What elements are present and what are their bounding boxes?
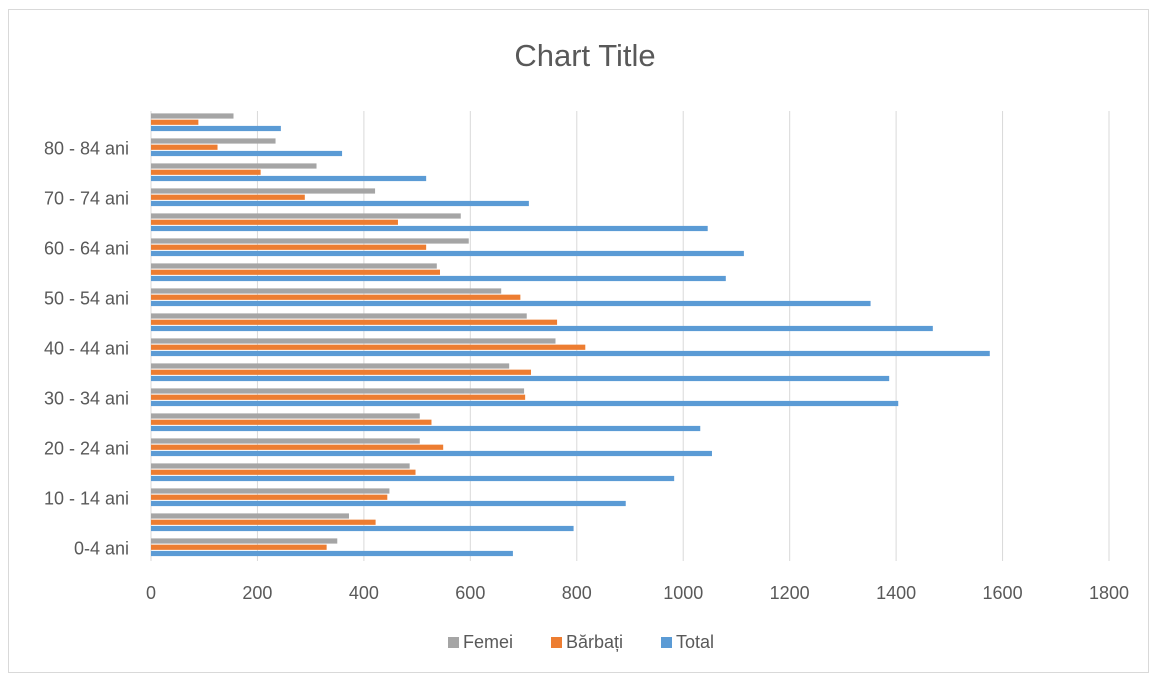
bar-femei (151, 513, 349, 519)
bar-bărbați (151, 344, 586, 350)
bar-total (151, 125, 281, 132)
y-tick-label: 70 - 74 ani (44, 189, 129, 209)
y-tick-label: 10 - 14 ani (44, 489, 129, 509)
bar-bărbați (151, 319, 558, 325)
bar-total (151, 225, 708, 232)
x-tick-label: 1000 (663, 583, 703, 603)
bar-bărbați (151, 294, 521, 300)
x-tick-label: 200 (242, 583, 272, 603)
x-tick-label: 1600 (983, 583, 1023, 603)
legend-swatch (661, 637, 672, 648)
bar-femei (151, 388, 525, 394)
x-tick-label: 0 (146, 583, 156, 603)
gridlines (150, 111, 1110, 561)
bar-femei (151, 238, 469, 244)
legend: Femei Bărbați Total (448, 632, 714, 652)
bar-femei (151, 213, 461, 219)
bar-total (151, 400, 899, 407)
bar-total (151, 375, 890, 382)
bar-femei (151, 488, 390, 494)
bar-femei (151, 288, 502, 294)
bar-bărbați (151, 419, 432, 425)
legend-label: Total (676, 632, 714, 652)
y-tick-label: 40 - 44 ani (44, 339, 129, 359)
bar-bărbați (151, 369, 532, 375)
bar-total (151, 425, 701, 432)
bar-total (151, 500, 626, 507)
bar-bărbați (151, 169, 261, 175)
x-tick-label: 1200 (770, 583, 810, 603)
bar-bărbați (151, 444, 444, 450)
bar-bărbați (151, 544, 327, 550)
bar-bărbați (151, 219, 398, 225)
y-axis-ticks: 0-4 ani 10 - 14 ani 20 - 24 ani 30 - 34 ani… (44, 139, 129, 559)
x-tick-label: 600 (455, 583, 485, 603)
x-tick-label: 1800 (1089, 583, 1129, 603)
bar-total (151, 175, 427, 182)
legend-label: Femei (463, 632, 513, 652)
y-tick-label: 0-4 ani (74, 539, 129, 559)
bar-total (151, 200, 529, 207)
bar-total (151, 275, 726, 282)
bar-femei (151, 438, 420, 444)
bar-total (151, 550, 513, 557)
bar-femei (151, 113, 234, 119)
bar-total (151, 525, 574, 532)
bar-total (151, 150, 343, 157)
legend-swatch (448, 637, 459, 648)
x-tick-label: 800 (562, 583, 592, 603)
bar-femei (151, 363, 510, 369)
bar-total (151, 250, 744, 257)
y-tick-label: 60 - 64 ani (44, 239, 129, 259)
bar-femei (151, 413, 420, 419)
x-tick-label: 400 (349, 583, 379, 603)
bar-femei (151, 538, 338, 544)
bar-total (151, 475, 675, 482)
bar-femei (151, 313, 527, 319)
y-tick-label: 80 - 84 ani (44, 139, 129, 159)
x-axis-ticks: 0 200 400 600 800 1000 1200 1400 1600 1800 (146, 583, 1129, 603)
bar-bărbați (151, 194, 305, 200)
y-tick-label: 30 - 34 ani (44, 389, 129, 409)
bar-femei (151, 188, 376, 194)
bar-bărbați (151, 469, 416, 475)
bar-femei (151, 163, 317, 169)
legend-label: Bărbați (566, 632, 623, 652)
y-tick-label: 20 - 24 ani (44, 439, 129, 459)
bars (151, 113, 990, 557)
bar-bărbați (151, 119, 199, 125)
legend-swatch (551, 637, 562, 648)
bar-femei (151, 338, 556, 344)
bar-bărbați (151, 244, 427, 250)
bar-femei (151, 263, 437, 269)
bar-total (151, 325, 933, 332)
bar-total (151, 350, 990, 357)
bar-bărbați (151, 394, 526, 400)
x-tick-label: 1400 (876, 583, 916, 603)
y-tick-label: 50 - 54 ani (44, 289, 129, 309)
chart-title: Chart Title (514, 38, 655, 73)
bar-bărbați (151, 494, 388, 500)
bar-bărbați (151, 519, 376, 525)
bar-total (151, 300, 871, 307)
bar-total (151, 450, 712, 457)
bar-femei (151, 138, 276, 144)
bar-bărbați (151, 144, 218, 150)
bar-femei (151, 463, 410, 469)
bar-bărbați (151, 269, 440, 275)
